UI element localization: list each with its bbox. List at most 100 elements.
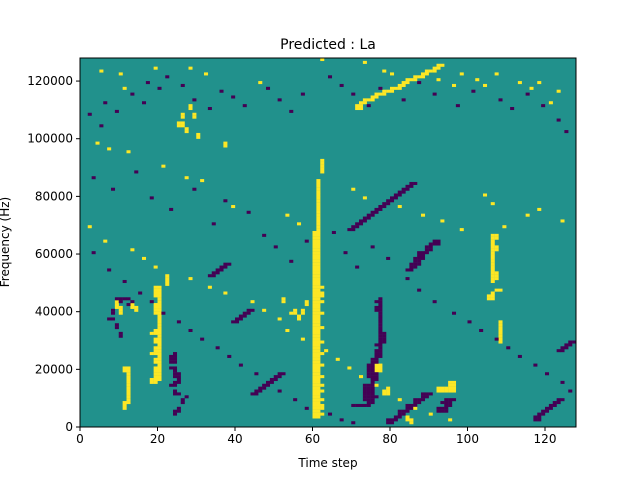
heatmap-cell-high bbox=[153, 369, 158, 373]
heatmap-cell-low bbox=[262, 233, 267, 237]
heatmap-cell-high bbox=[359, 101, 364, 105]
heatmap-cell-high bbox=[316, 190, 321, 194]
heatmap-cell-high bbox=[320, 285, 325, 289]
y-axis-label: Frequency (Hz) bbox=[0, 197, 12, 288]
heatmap-cell-low bbox=[215, 271, 220, 275]
heatmap-cell-high bbox=[126, 386, 131, 390]
heatmap-cell-low bbox=[386, 421, 391, 425]
heatmap-cell-low bbox=[180, 398, 185, 402]
heatmap-cell-high bbox=[316, 279, 321, 284]
heatmap-cell-high bbox=[304, 300, 309, 304]
plot-area bbox=[80, 58, 577, 427]
heatmap-cell-high bbox=[335, 357, 340, 361]
heatmap-cell-high bbox=[498, 288, 503, 292]
heatmap-cell-high bbox=[312, 233, 317, 237]
heatmap-cell-low bbox=[351, 228, 356, 232]
heatmap-cell-low bbox=[436, 239, 441, 243]
heatmap-cell-high bbox=[149, 377, 154, 382]
heatmap-cell-high bbox=[293, 308, 298, 312]
y-tick-label: 100000 bbox=[27, 132, 73, 146]
heatmap-cell-high bbox=[157, 357, 162, 361]
heatmap-cell-high bbox=[320, 326, 325, 330]
heatmap-cell-low bbox=[138, 291, 143, 295]
heatmap-cell-low bbox=[184, 395, 189, 399]
heatmap-cell-low bbox=[370, 395, 375, 399]
heatmap-cell-high bbox=[316, 262, 321, 266]
heatmap-cell-high bbox=[320, 300, 325, 304]
heatmap-cell-low bbox=[374, 352, 379, 356]
heatmap-cell-high bbox=[498, 328, 503, 333]
heatmap-cell-high bbox=[490, 274, 495, 278]
heatmap-cell-high bbox=[452, 83, 457, 87]
heatmap-cell-low bbox=[401, 190, 406, 194]
heatmap-cell-low bbox=[378, 86, 383, 90]
heatmap-cell-low bbox=[374, 349, 379, 353]
heatmap-cell-high bbox=[316, 386, 321, 390]
heatmap-cell-high bbox=[297, 222, 302, 226]
heatmap-cell-low bbox=[176, 375, 181, 379]
heatmap-cell-high bbox=[184, 176, 189, 180]
heatmap-cell-low bbox=[246, 311, 251, 315]
y-tick-label: 120000 bbox=[27, 74, 73, 88]
heatmap-cell-low bbox=[219, 268, 224, 272]
heatmap-cell-high bbox=[316, 311, 321, 315]
heatmap-cell-low bbox=[421, 251, 426, 255]
heatmap-cell-low bbox=[211, 271, 216, 275]
heatmap-cell-high bbox=[486, 294, 491, 298]
heatmap-cell-high bbox=[157, 343, 162, 347]
heatmap-cell-high bbox=[320, 340, 325, 344]
heatmap-cell-high bbox=[312, 282, 317, 286]
heatmap-cell-high bbox=[316, 213, 321, 217]
heatmap-cell-high bbox=[293, 311, 298, 315]
heatmap-cell-high bbox=[370, 95, 375, 99]
heatmap-cell-high bbox=[444, 389, 449, 393]
heatmap-cell-high bbox=[130, 303, 135, 307]
heatmap-cell-low bbox=[227, 262, 232, 266]
heatmap-cell-low bbox=[192, 187, 197, 191]
heatmap-cell-low bbox=[328, 412, 333, 416]
heatmap-cell-high bbox=[118, 311, 123, 315]
heatmap-cell-low bbox=[370, 383, 375, 387]
heatmap-cell-high bbox=[386, 386, 391, 390]
heatmap-cell-low bbox=[374, 375, 379, 379]
heatmap-cell-high bbox=[312, 369, 317, 373]
heatmap-cell-high bbox=[405, 81, 410, 85]
x-tick-label: 0 bbox=[76, 432, 84, 446]
x-tick-label: 100 bbox=[456, 432, 479, 446]
heatmap-cell-low bbox=[300, 92, 305, 96]
heatmap-cell-high bbox=[316, 233, 321, 237]
heatmap-cell-high bbox=[316, 346, 321, 350]
heatmap-cell-low bbox=[424, 392, 429, 396]
heatmap-cell-low bbox=[362, 403, 367, 407]
heatmap-cell-low bbox=[537, 412, 542, 416]
heatmap-cell-high bbox=[483, 193, 488, 197]
heatmap-cell-low bbox=[370, 377, 375, 382]
heatmap-cell-low bbox=[235, 317, 240, 321]
heatmap-cell-high bbox=[312, 375, 317, 379]
heatmap-cell-high bbox=[320, 291, 325, 295]
heatmap-cell-low bbox=[114, 297, 119, 301]
heatmap-cell-high bbox=[126, 375, 131, 379]
heatmap-cell-high bbox=[362, 101, 367, 105]
heatmap-cell-high bbox=[316, 328, 321, 333]
heatmap-cell-high bbox=[320, 170, 325, 174]
heatmap-cell-high bbox=[374, 383, 379, 387]
heatmap-cell-low bbox=[231, 95, 236, 99]
heatmap-cell-high bbox=[126, 150, 131, 154]
heatmap-cell-high bbox=[316, 409, 321, 413]
heatmap-cell-low bbox=[405, 403, 410, 407]
heatmap-cell-high bbox=[122, 86, 127, 90]
heatmap-cell-low bbox=[568, 389, 573, 393]
heatmap-cell-high bbox=[448, 380, 453, 384]
heatmap-cell-low bbox=[401, 98, 406, 102]
heatmap-cell-low bbox=[378, 311, 383, 315]
heatmap-cell-high bbox=[494, 72, 499, 76]
heatmap-cell-low bbox=[374, 395, 379, 399]
heatmap-cell-high bbox=[405, 418, 410, 422]
heatmap-cell-low bbox=[440, 409, 445, 413]
heatmap-cell-high bbox=[122, 401, 127, 405]
heatmap-cell-low bbox=[374, 377, 379, 382]
heatmap-cell-high bbox=[316, 277, 321, 281]
heatmap-cell-low bbox=[114, 326, 119, 330]
heatmap-cell-high bbox=[165, 274, 170, 278]
